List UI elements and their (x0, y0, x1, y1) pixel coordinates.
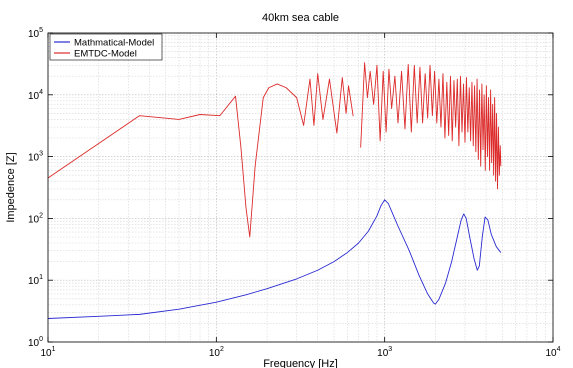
series-line-emtdc-model (47, 73, 354, 238)
x-tick-exponent: 3 (388, 346, 392, 353)
y-tick-exponent: 1 (39, 274, 43, 281)
y-tick-base: 10 (28, 276, 40, 287)
x-tick-base: 10 (209, 348, 221, 359)
x-tick-base: 10 (40, 348, 52, 359)
y-tick-base: 10 (28, 338, 40, 349)
x-tick-exponent: 4 (557, 346, 561, 353)
y-tick-label: 101 (28, 274, 43, 287)
series-line-emtdc-model-segment-2 (360, 62, 502, 190)
x-tick-label: 101 (40, 346, 55, 359)
x-tick-label: 102 (209, 346, 224, 359)
x-tick-label: 104 (545, 346, 560, 359)
y-tick-exponent: 5 (39, 27, 43, 34)
y-tick-label: 100 (28, 336, 43, 349)
y-tick-label: 104 (28, 89, 43, 102)
y-tick-base: 10 (28, 91, 40, 102)
ticks (47, 32, 554, 343)
y-tick-exponent: 2 (39, 212, 43, 219)
x-tick-exponent: 1 (52, 346, 56, 353)
x-tick-exponent: 2 (220, 346, 224, 353)
y-tick-base: 10 (28, 153, 40, 164)
plot-frame (47, 32, 554, 343)
y-tick-exponent: 0 (39, 336, 43, 343)
series-layer (47, 62, 502, 319)
legend-box (49, 33, 163, 61)
y-tick-label: 105 (28, 27, 43, 40)
chart-title: 40km sea cable (262, 12, 339, 24)
y-axis-label: Impedence [Z] (5, 152, 17, 222)
x-tick-label: 103 (377, 346, 392, 359)
y-tick-base: 10 (28, 214, 40, 225)
legend-label: Mathmatical-Model (74, 38, 154, 49)
y-tick-exponent: 4 (39, 89, 43, 96)
x-tick-base: 10 (377, 348, 389, 359)
y-tick-exponent: 3 (39, 151, 43, 158)
y-tick-label: 102 (28, 212, 43, 225)
y-tick-label: 103 (28, 151, 43, 164)
y-tick-base: 10 (28, 29, 40, 40)
series-line-mathmatical-model (47, 199, 502, 319)
x-tick-base: 10 (545, 348, 557, 359)
x-axis-label: Frequency [Hz] (263, 358, 338, 368)
legend-label: EMTDC-Model (74, 49, 137, 60)
